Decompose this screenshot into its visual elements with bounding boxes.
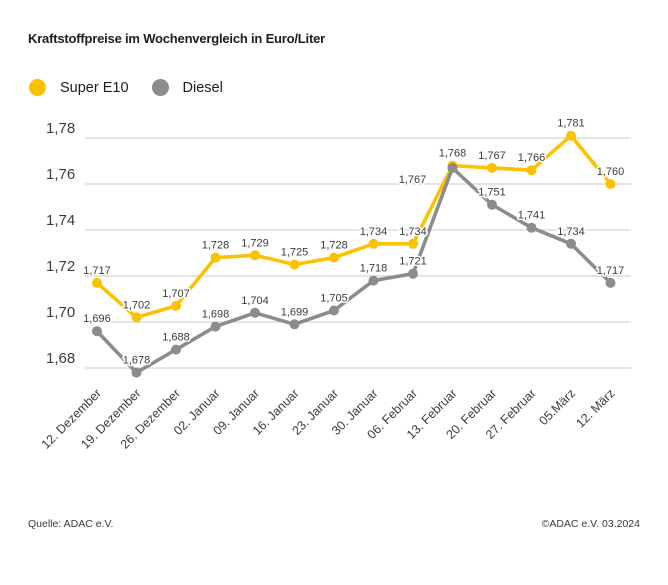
- diesel-point: [329, 305, 339, 316]
- diesel-value-label: 1,767: [399, 174, 427, 186]
- y-tick-label: 1,68: [46, 350, 75, 367]
- super-e10-value-label: 1,717: [83, 265, 111, 277]
- super-e10-value-label: 1,729: [241, 237, 269, 249]
- super-e10-value-label: 1,707: [162, 288, 190, 300]
- super-e10-point: [210, 252, 221, 263]
- diesel-point: [408, 268, 418, 279]
- legend-label-super-e10: Super E10: [60, 79, 129, 96]
- diesel-value-label: 1,751: [478, 187, 506, 199]
- y-tick-label: 1,70: [46, 304, 75, 321]
- diesel-point: [289, 319, 300, 330]
- super-e10-point: [131, 312, 142, 323]
- super-e10-point: [605, 179, 616, 189]
- super-e10-value-label: 1,734: [360, 226, 388, 238]
- super-e10-point: [289, 259, 300, 270]
- diesel-point: [605, 277, 616, 288]
- super-e10-value-label: 1,728: [320, 240, 348, 252]
- y-tick-label: 1,72: [46, 258, 75, 275]
- legend-item-super-e10: Super E10: [29, 79, 129, 96]
- diesel-value-label: 1,705: [320, 293, 348, 305]
- diesel-point: [250, 307, 260, 318]
- copyright-note: ©ADAC e.V. 03.2024: [541, 518, 640, 530]
- diesel-point: [526, 222, 537, 233]
- legend-label-diesel: Diesel: [182, 79, 223, 96]
- super-e10-value-label: 1,766: [518, 152, 546, 164]
- super-e10-point: [566, 130, 576, 141]
- super-e10-point: [92, 277, 102, 288]
- super-e10-point: [171, 300, 181, 311]
- super-e10-point: [487, 162, 497, 173]
- diesel-point: [447, 162, 458, 173]
- diesel-value-label: 1,741: [518, 210, 546, 222]
- y-tick-label: 1,76: [46, 166, 75, 183]
- super-e10-value-label: 1,728: [202, 240, 230, 252]
- diesel-value-label: 1,717: [597, 265, 625, 277]
- diesel-point: [210, 321, 221, 332]
- diesel-value-label: 1,699: [281, 306, 309, 318]
- legend-swatch-super-e10-icon: [29, 79, 46, 96]
- diesel-value-label: 1,678: [123, 355, 151, 367]
- super-e10-point: [329, 252, 339, 263]
- diesel-point: [92, 326, 102, 337]
- diesel-value-label: 1,721: [399, 256, 427, 268]
- super-e10-line: [95, 133, 613, 320]
- diesel-value-label: 1,704: [241, 295, 269, 307]
- chart-legend: Super E10 Diesel: [29, 79, 223, 96]
- diesel-point: [131, 367, 142, 378]
- super-e10-point: [408, 238, 418, 249]
- diesel-point: [487, 199, 497, 210]
- super-e10-point: [368, 238, 379, 249]
- super-e10-point: [250, 250, 260, 261]
- super-e10-point: [526, 165, 537, 176]
- diesel-point: [566, 238, 576, 249]
- diesel-value-label: 1,734: [557, 226, 585, 238]
- diesel-point: [368, 275, 379, 286]
- footer: Quelle: ADAC e.V. ©ADAC e.V. 03.2024: [28, 518, 640, 530]
- diesel-line: [95, 166, 613, 375]
- diesel-value-label: 1,696: [83, 313, 111, 325]
- super-e10-value-label: 1,760: [597, 166, 625, 178]
- super-e10-value-label: 1,734: [399, 226, 427, 238]
- super-e10-value-label: 1,768: [439, 148, 467, 160]
- super-e10-value-label: 1,725: [281, 247, 309, 259]
- y-tick-label: 1,78: [46, 120, 75, 137]
- x-tick-label: 12. März: [573, 386, 617, 430]
- y-tick-label: 1,74: [46, 212, 75, 229]
- super-e10-value-label: 1,767: [478, 150, 506, 162]
- diesel-value-label: 1,718: [360, 263, 388, 275]
- legend-swatch-diesel-icon: [151, 79, 169, 96]
- source-note: Quelle: ADAC e.V.: [28, 518, 114, 530]
- super-e10-value-label: 1,781: [557, 118, 585, 130]
- super-e10-value-label: 1,702: [123, 299, 151, 311]
- diesel-point: [171, 344, 181, 355]
- x-tick-label: 05.März: [536, 386, 578, 428]
- diesel-value-label: 1,698: [202, 309, 230, 321]
- legend-item-diesel: Diesel: [151, 79, 223, 96]
- diesel-value-label: 1,688: [162, 332, 190, 344]
- chart-title: Kraftstoffpreise im Wochenvergleich in E…: [28, 31, 325, 46]
